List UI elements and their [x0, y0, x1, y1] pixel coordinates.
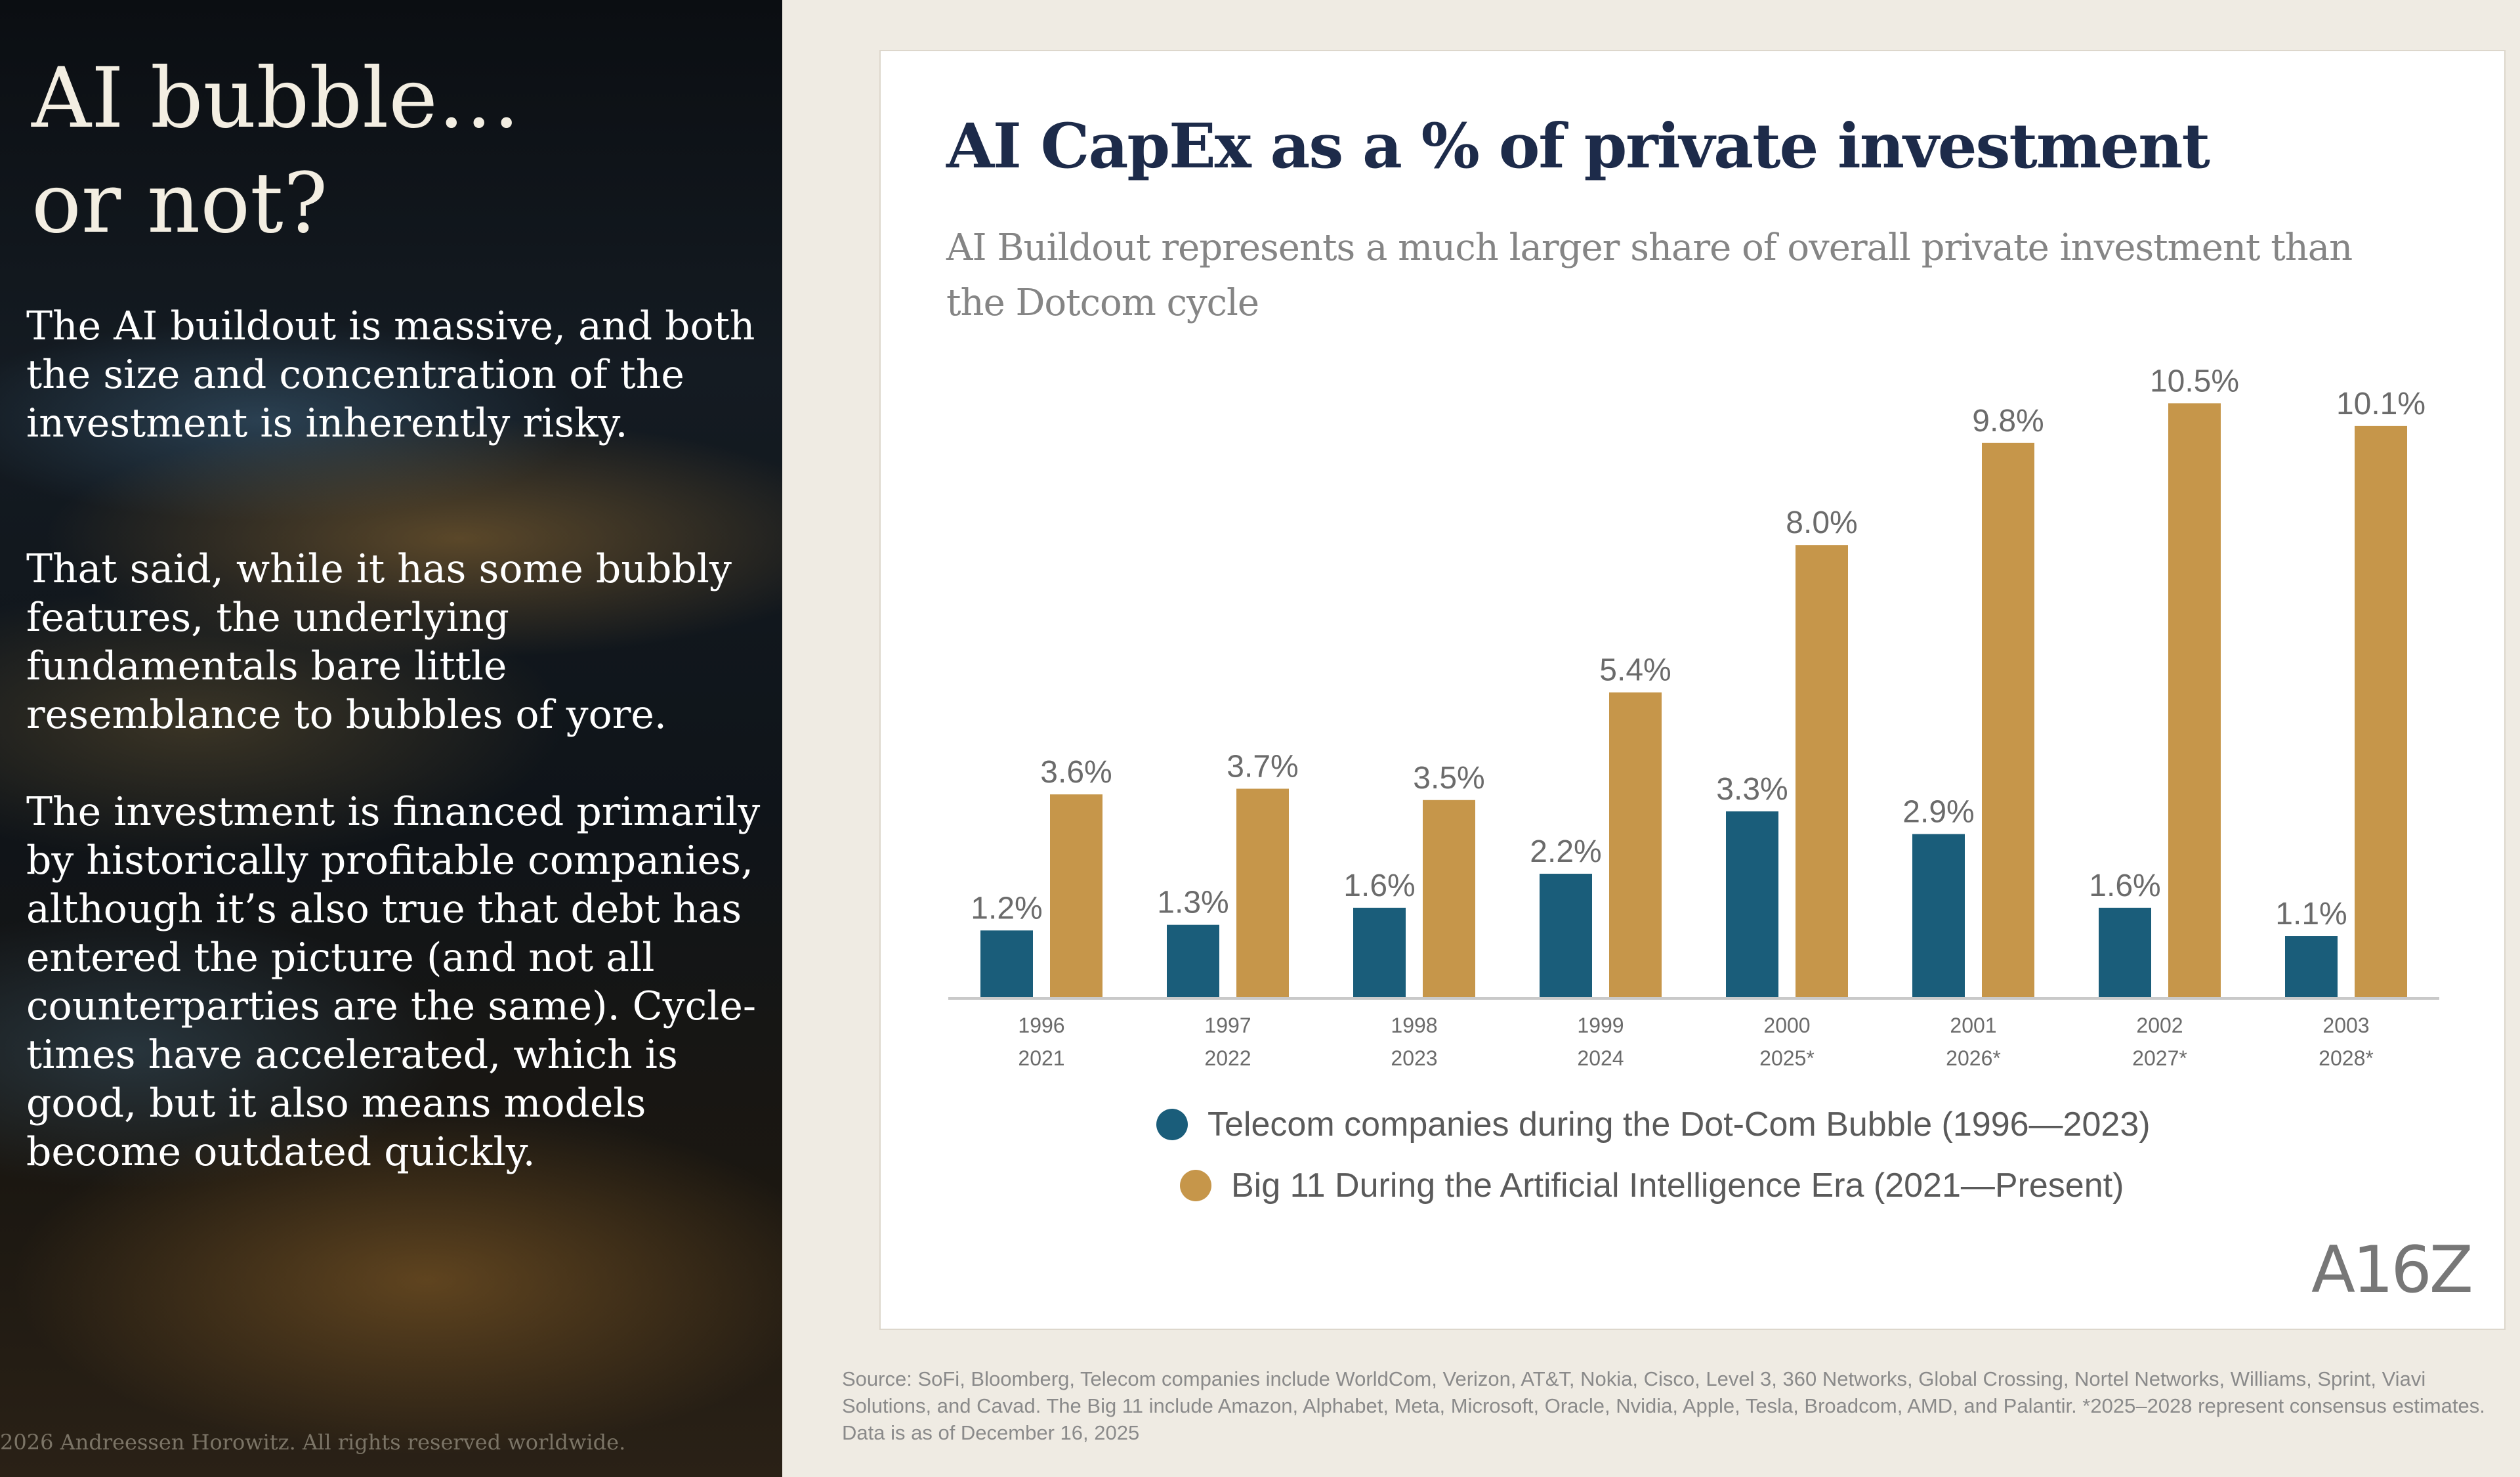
x-tick-label: 2023	[1391, 1046, 1437, 1070]
x-tick-label: 1998	[1391, 1014, 1437, 1037]
data-label: 1.6%	[2089, 868, 2160, 903]
data-label: 3.7%	[1227, 750, 1298, 784]
data-label: 3.5%	[1413, 761, 1484, 796]
x-tick-label: 2000	[1763, 1014, 1810, 1037]
bar-big11	[1796, 545, 1848, 998]
data-label: 8.0%	[1786, 505, 1857, 540]
bar-big11	[1609, 692, 1662, 998]
chart-title: AI CapEx as a % of private investment	[946, 110, 2210, 182]
bar-telecom	[980, 930, 1033, 998]
legend-label: Big 11 During the Artificial Intelligenc…	[1231, 1167, 2124, 1205]
chart-card: AI CapEx as a % of private investment AI…	[879, 50, 2506, 1330]
x-tick-label: 2026*	[1946, 1046, 2001, 1070]
data-label: 10.5%	[2150, 364, 2239, 398]
bar-telecom	[1912, 834, 1965, 998]
bar-chart: 1.2% 3.6% 1996 2021 1.3% 3.7% 1997 2022 1.6% 3.5%…	[948, 364, 2439, 1070]
x-tick-label: 2024	[1577, 1046, 1624, 1070]
x-tick-label: 2002	[2136, 1014, 2183, 1037]
x-tick-label: 2025*	[1759, 1046, 1815, 1070]
panel-paragraph: That said, while it has some bubbly feat…	[26, 546, 732, 738]
a16z-logo: A16Z	[2311, 1233, 2473, 1308]
legend-swatch-big11	[1180, 1170, 1211, 1201]
x-tick-label: 2001	[1950, 1014, 1996, 1037]
data-label: 2.2%	[1530, 834, 1601, 869]
data-label: 1.2%	[971, 891, 1042, 926]
data-label: 1.3%	[1157, 886, 1228, 920]
bar-big11	[1982, 442, 2034, 998]
data-label: 2.9%	[1902, 795, 1974, 830]
x-tick-label: 2028*	[2319, 1046, 2374, 1070]
copyright-notice: 2026 Andreessen Horowitz. All rights res…	[0, 1430, 626, 1455]
x-tick-label: 2021	[1018, 1046, 1064, 1070]
data-label: 1.1%	[2275, 897, 2347, 931]
bar-big11	[1050, 794, 1102, 998]
bar-big11	[1236, 788, 1289, 998]
x-tick-label: 1997	[1204, 1014, 1251, 1037]
panel-paragraph: The AI buildout is massive, and both the…	[26, 303, 755, 446]
x-tick-label: 2022	[1204, 1046, 1251, 1070]
data-label: 3.3%	[1716, 772, 1788, 807]
data-label: 9.8%	[1972, 404, 2044, 439]
data-label: 1.6%	[1343, 868, 1415, 903]
chart-subtitle: AI Buildout represents a much larger sha…	[946, 226, 2353, 324]
bar-telecom	[1167, 924, 1219, 998]
legend-item-big11: Big 11 During the Artificial Intelligenc…	[1180, 1163, 2124, 1209]
legend-swatch-telecom	[1156, 1109, 1188, 1140]
bar-telecom	[1540, 874, 1592, 998]
panel-title: AI bubble… or not?	[32, 50, 520, 251]
bar-telecom	[1353, 907, 1406, 998]
x-tick-label: 2027*	[2132, 1046, 2187, 1070]
data-label: 5.4%	[1599, 653, 1671, 688]
bar-telecom	[1726, 811, 1778, 998]
data-label: 3.6%	[1040, 755, 1112, 790]
bar-telecom	[2099, 907, 2151, 998]
legend-item-telecom: Telecom companies during the Dot-Com Bub…	[1156, 1102, 2151, 1147]
data-label: 10.1%	[2336, 387, 2426, 421]
source-footnote: Source: SoFi, Bloomberg, Telecom compani…	[842, 1367, 2485, 1444]
left-panel: AI bubble… or not? The AI buildout is ma…	[0, 0, 782, 1477]
bar-big11	[2168, 403, 2221, 998]
bar-big11	[2355, 425, 2407, 998]
panel-paragraph: The investment is financed primarily by …	[26, 789, 761, 1175]
x-tick-label: 1999	[1577, 1014, 1624, 1037]
legend-label: Telecom companies during the Dot-Com Bub…	[1208, 1105, 2151, 1144]
bar-telecom	[2285, 936, 2338, 998]
x-tick-label: 1996	[1018, 1014, 1064, 1037]
bar-big11	[1423, 800, 1475, 998]
x-tick-label: 2003	[2322, 1014, 2369, 1037]
